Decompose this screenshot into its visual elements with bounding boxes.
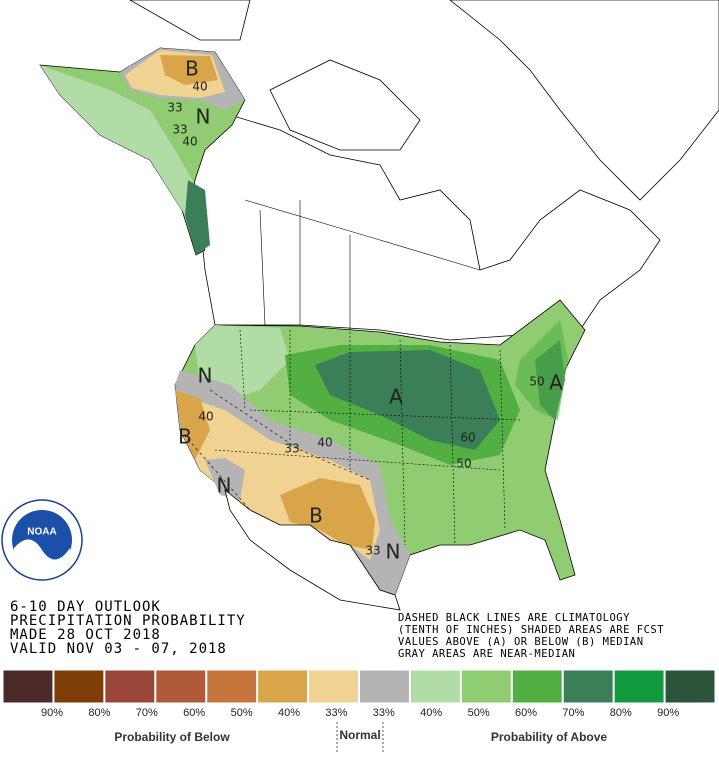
greenland	[449, 0, 719, 201]
climatology	[179, 389, 371, 511]
legend-label: 33%	[373, 707, 395, 719]
map-label: 33	[284, 442, 299, 456]
legend-swatch	[2, 669, 54, 704]
map-label: 33	[365, 544, 380, 558]
alaska-below-40	[160, 55, 218, 85]
legend-label: 50%	[231, 707, 253, 719]
info-line: MADE 28 OCT 2018	[10, 627, 161, 643]
map-label: A	[389, 385, 403, 409]
legend: 90% 80% 70% 60% 50% 40% 33% 33% 40% 50% 60% 70% 80% 9…	[2, 669, 716, 719]
below-40-ca	[175, 390, 210, 460]
legend-label: 40%	[278, 707, 300, 719]
nw-above-40	[195, 325, 290, 400]
legend-label: 60%	[515, 707, 537, 719]
legend-label: 40%	[420, 707, 442, 719]
note-line: (TENTH OF INCHES) SHADED AREAS ARE FCST	[398, 624, 664, 636]
legend-title-below: Probability of Below	[114, 730, 230, 744]
map-labels: B 40 33 N 33 40 N 40 B 33 40 N B 33 N A …	[167, 57, 563, 564]
note-line: VALUES ABOVE (A) OR BELOW (B) MEDIAN	[398, 636, 644, 648]
map-label: 33	[167, 101, 182, 115]
legend-label: 50%	[468, 707, 490, 719]
legend-swatch	[562, 669, 614, 704]
info-line: PRECIPITATION PROBABILITY	[10, 613, 246, 629]
legend-swatch	[104, 669, 156, 704]
note-line: DASHED BLACK LINES ARE CLIMATOLOGY	[398, 612, 630, 624]
legend-label: 33%	[325, 707, 347, 719]
alaska-above-70	[185, 180, 210, 255]
map-label: 40	[198, 410, 213, 424]
legend-title-above: Probability of Above	[491, 730, 608, 744]
arctic-island	[129, 0, 251, 41]
legend-title-normal: Normal	[339, 728, 380, 742]
logo-wave	[14, 539, 70, 573]
map-label: A	[549, 371, 563, 395]
above-60-ne	[515, 320, 568, 420]
legend-label: 80%	[610, 707, 632, 719]
info-line: VALID NOV 03 - 07, 2018	[10, 641, 227, 657]
map-label: 60	[460, 431, 475, 445]
mexico	[224, 488, 401, 611]
province-borders	[244, 199, 481, 330]
legend-label: 70%	[136, 707, 158, 719]
legend-label: 80%	[88, 707, 110, 719]
normal-sw	[205, 458, 245, 500]
map-label: N	[198, 364, 213, 388]
below-40-sw	[280, 478, 375, 550]
map-label: 50	[529, 375, 544, 389]
note-line: GRAY AREAS ARE NEAR-MEDIAN	[398, 648, 575, 660]
above-70	[315, 350, 500, 450]
map-label: 40	[182, 135, 197, 149]
map-label: N	[217, 474, 232, 498]
legend-swatch	[257, 669, 309, 704]
legend-swatch	[511, 669, 563, 704]
map-label: 50	[456, 457, 471, 471]
legend-swatch	[206, 669, 258, 704]
legend-label: 90%	[41, 707, 63, 719]
state-borders	[214, 329, 521, 546]
map-label: B	[185, 57, 199, 81]
legend-swatch	[53, 669, 105, 704]
legend-swatch	[409, 669, 461, 704]
legend-label: 70%	[562, 707, 584, 719]
legend-label: 60%	[183, 707, 205, 719]
logo-text: NOAA	[27, 527, 56, 538]
info-line: 6-10 DAY OUTLOOK	[10, 599, 161, 615]
legend-swatch	[359, 669, 410, 704]
legend-swatch	[460, 669, 512, 704]
map-label: 40	[317, 436, 332, 450]
map-label: B	[178, 425, 192, 449]
alaska-above	[40, 65, 200, 245]
legend-swatch	[308, 669, 360, 704]
arctic-island	[269, 59, 421, 151]
legend-swatch	[664, 669, 716, 704]
map-label: 40	[192, 80, 207, 94]
map-label: N	[196, 105, 211, 129]
map-label: B	[309, 504, 323, 528]
legend-swatch	[613, 669, 665, 704]
legend-swatch	[155, 669, 207, 704]
legend-label: 90%	[657, 707, 679, 719]
map-label: N	[386, 540, 401, 564]
map-label: 33	[172, 123, 187, 137]
